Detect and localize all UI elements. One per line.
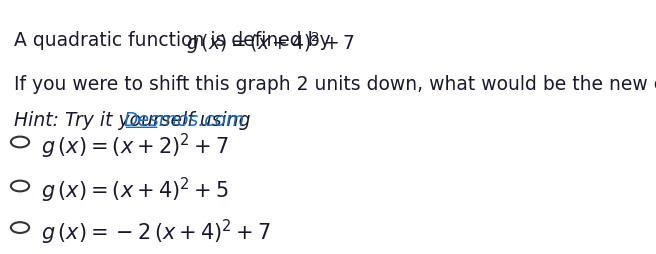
Text: Desmos.com: Desmos.com: [123, 112, 245, 130]
Text: A quadratic function is defined by: A quadratic function is defined by: [14, 31, 337, 50]
Text: Hint: Try it yourself using: Hint: Try it yourself using: [14, 112, 256, 130]
Text: $g\,(x) = (x + 4)^2 + 5$: $g\,(x) = (x + 4)^2 + 5$: [41, 176, 228, 205]
Text: $g\,(x) = (x + 4)^2 + 7$: $g\,(x) = (x + 4)^2 + 7$: [186, 31, 354, 56]
Text: $g\,(x) = (x + 2)^2 + 7$: $g\,(x) = (x + 2)^2 + 7$: [41, 132, 228, 161]
Text: $g\,(x) = -2\,(x + 4)^2 + 7$: $g\,(x) = -2\,(x + 4)^2 + 7$: [41, 218, 271, 247]
Text: If you were to shift this graph 2 units down, what would be the new equation?: If you were to shift this graph 2 units …: [14, 75, 656, 94]
